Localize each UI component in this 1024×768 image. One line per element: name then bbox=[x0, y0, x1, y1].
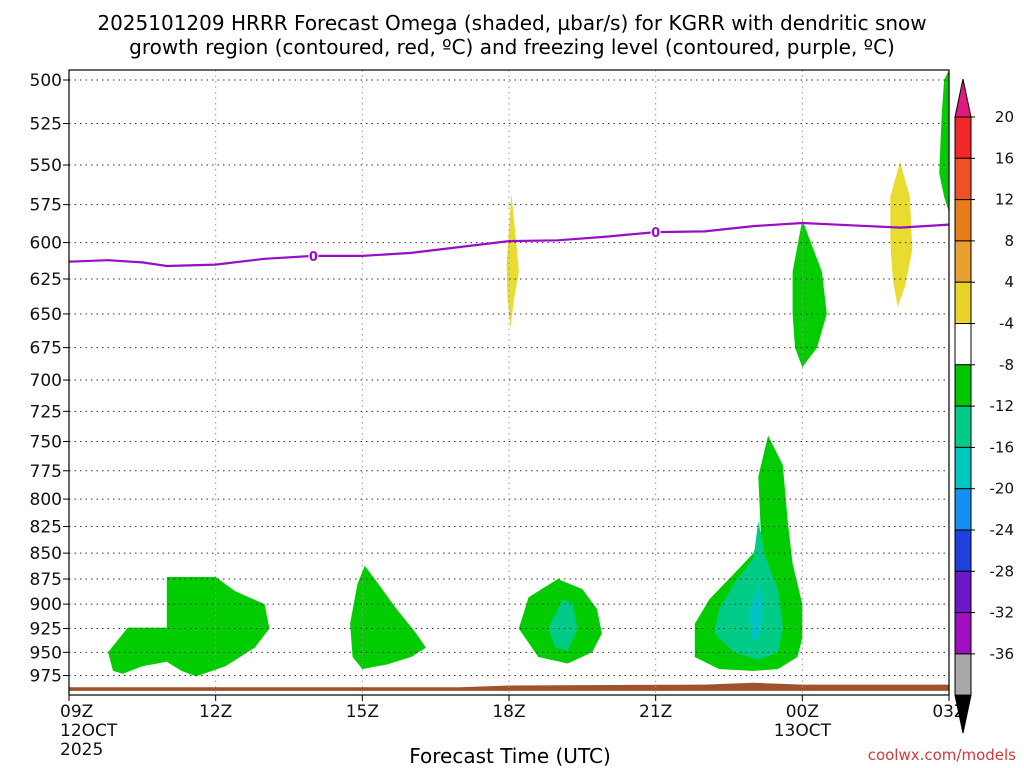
colorbar-label-4: 4 bbox=[1004, 273, 1014, 291]
freezing-level-layer: 00 bbox=[68, 221, 950, 268]
y-tick-label-625: 625 bbox=[30, 270, 62, 290]
colorbar-label-3: 8 bbox=[1004, 232, 1014, 250]
colorbar-label-8: -16 bbox=[990, 438, 1015, 456]
x-tick-label-18Z: 18Z bbox=[492, 702, 525, 722]
grid-layer bbox=[68, 70, 950, 695]
omega-shading-layer bbox=[108, 70, 949, 677]
x-axis-label: Forecast Time (UTC) bbox=[409, 744, 611, 768]
colorbar-bottom-arrow bbox=[954, 694, 972, 734]
x-tick-label-15Z: 15Z bbox=[346, 702, 379, 722]
omega-region-9 bbox=[890, 161, 913, 308]
credit-link[interactable]: coolwx.com/models bbox=[868, 746, 1016, 764]
chart-title-line2: growth region (contoured, red, ºC) and f… bbox=[129, 35, 895, 59]
y-tick-label-700: 700 bbox=[30, 371, 62, 391]
y-tick-label-550: 550 bbox=[30, 156, 62, 176]
x-tick-date-09Z: 12OCT bbox=[60, 721, 118, 741]
colorbar-swatch-9 bbox=[954, 488, 972, 531]
colorbar-swatch-3 bbox=[954, 240, 972, 283]
y-tick-label-775: 775 bbox=[30, 462, 62, 482]
y-axis: 500 525 550 575 600 625 650 675 700 725 750 775 800 8… bbox=[30, 71, 69, 687]
omega-region-1 bbox=[350, 565, 426, 670]
colorbar-swatch-2 bbox=[954, 199, 972, 242]
colorbar-top-arrow bbox=[954, 78, 972, 118]
y-tick-label-650: 650 bbox=[30, 305, 62, 325]
colorbar-label-0: 20 bbox=[995, 108, 1014, 126]
y-tick-label-575: 575 bbox=[30, 196, 62, 216]
colorbar: 20 16 12 8 4 -4 -8 -12 -16 -20 -24 -28 -32 -36 bbox=[954, 78, 1015, 734]
y-tick-label-750: 750 bbox=[30, 433, 62, 453]
omega-region-3 bbox=[548, 599, 578, 651]
y-tick-label-850: 850 bbox=[30, 544, 62, 564]
freezing-level-line bbox=[68, 221, 950, 268]
y-tick-label-500: 500 bbox=[30, 71, 62, 91]
colorbar-label-10: -24 bbox=[990, 521, 1015, 539]
y-tick-label-875: 875 bbox=[30, 570, 62, 590]
colorbar-label-6: -8 bbox=[999, 356, 1014, 374]
colorbar-label-1: 16 bbox=[995, 149, 1014, 167]
x-tick-year-09Z: 2025 bbox=[60, 740, 103, 760]
x-tick-date-00Z: 13OCT bbox=[774, 721, 832, 741]
omega-region-7 bbox=[792, 220, 827, 368]
omega-region-0 bbox=[108, 577, 270, 677]
omega-region-8 bbox=[506, 193, 519, 328]
x-tick-label-00Z: 00Z bbox=[786, 702, 819, 722]
y-tick-label-675: 675 bbox=[30, 339, 62, 359]
y-tick-label-950: 950 bbox=[30, 643, 62, 663]
y-tick-label-925: 925 bbox=[30, 620, 62, 640]
freezing-label-bg-1 bbox=[650, 225, 661, 240]
colorbar-label-2: 12 bbox=[995, 191, 1014, 209]
freezing-label-0: 0 bbox=[309, 250, 318, 265]
y-tick-label-800: 800 bbox=[30, 490, 62, 510]
y-tick-label-600: 600 bbox=[30, 234, 62, 254]
freezing-label-1: 0 bbox=[651, 226, 660, 241]
colorbar-label-12: -32 bbox=[990, 604, 1015, 622]
colorbar-swatch-13 bbox=[954, 653, 972, 696]
x-tick-label-09Z: 09Z bbox=[60, 702, 93, 722]
colorbar-swatch-0 bbox=[954, 116, 972, 159]
colorbar-swatch-5 bbox=[954, 323, 972, 366]
colorbar-swatch-1 bbox=[954, 157, 972, 201]
colorbar-swatch-4 bbox=[954, 281, 972, 325]
colorbar-swatch-10 bbox=[954, 529, 972, 572]
colorbar-swatch-11 bbox=[954, 570, 972, 614]
y-tick-label-975: 975 bbox=[30, 667, 62, 687]
colorbar-swatch-8 bbox=[954, 446, 972, 490]
colorbar-label-13: -36 bbox=[990, 645, 1015, 663]
y-tick-label-900: 900 bbox=[30, 595, 62, 615]
colorbar-swatch-7 bbox=[954, 405, 972, 448]
colorbar-label-5: -4 bbox=[999, 315, 1014, 333]
colorbar-label-7: -12 bbox=[990, 397, 1015, 415]
colorbar-swatch-12 bbox=[954, 612, 972, 655]
colorbar-label-11: -28 bbox=[990, 562, 1015, 580]
freezing-label-bg-0 bbox=[308, 248, 319, 263]
omega-region-5 bbox=[714, 521, 783, 660]
y-tick-label-725: 725 bbox=[30, 402, 62, 422]
y-tick-label-525: 525 bbox=[30, 115, 62, 135]
y-tick-label-825: 825 bbox=[30, 518, 62, 538]
chart-title-line1: 2025101209 HRRR Forecast Omega (shaded, … bbox=[97, 11, 926, 35]
x-tick-label-21Z: 21Z bbox=[639, 702, 672, 722]
omega-region-10 bbox=[939, 70, 949, 213]
x-tick-label-12Z: 12Z bbox=[199, 702, 232, 722]
colorbar-swatch-6 bbox=[954, 364, 972, 407]
colorbar-label-9: -20 bbox=[990, 480, 1015, 498]
